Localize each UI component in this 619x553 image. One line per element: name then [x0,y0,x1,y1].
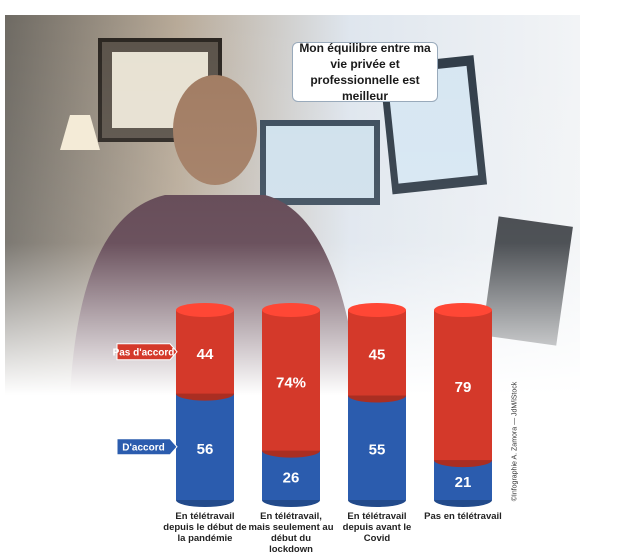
bar-top [262,303,320,317]
value-label: 79 [455,379,472,396]
x-tick-label: En télétravail, mais seulement au début … [248,511,334,553]
x-tick-label: En télétravail depuis le début de la pan… [163,511,247,544]
value-label: 45 [369,347,386,364]
legend-label: D'accord [122,442,164,453]
x-tick-label: En télétravail depuis avant le Covid [342,511,412,544]
bar-top [348,303,406,317]
value-label: 26 [283,469,300,486]
bar [348,395,406,500]
bar-top [176,303,234,317]
legend-tag [116,438,178,456]
bar [176,393,234,500]
chart-title: Mon équilibre entre ma vie privée et pro… [292,41,438,103]
bar-top [434,303,492,317]
bar [434,310,492,461]
value-label: 44 [197,346,214,363]
bar [176,310,234,394]
value-label: 55 [369,442,386,459]
bar [262,450,320,500]
credit: ©Infographie A. Zamora — JdM/iStock [511,381,519,502]
bar [262,310,320,451]
legend-label: Pas d'accord [113,347,175,358]
bar [348,310,406,396]
x-tick-label: Pas en télétravail [424,511,502,522]
value-label: 74% [276,374,306,391]
legend-tag [116,343,178,361]
value-label: 21 [455,474,472,491]
value-label: 56 [197,441,214,458]
